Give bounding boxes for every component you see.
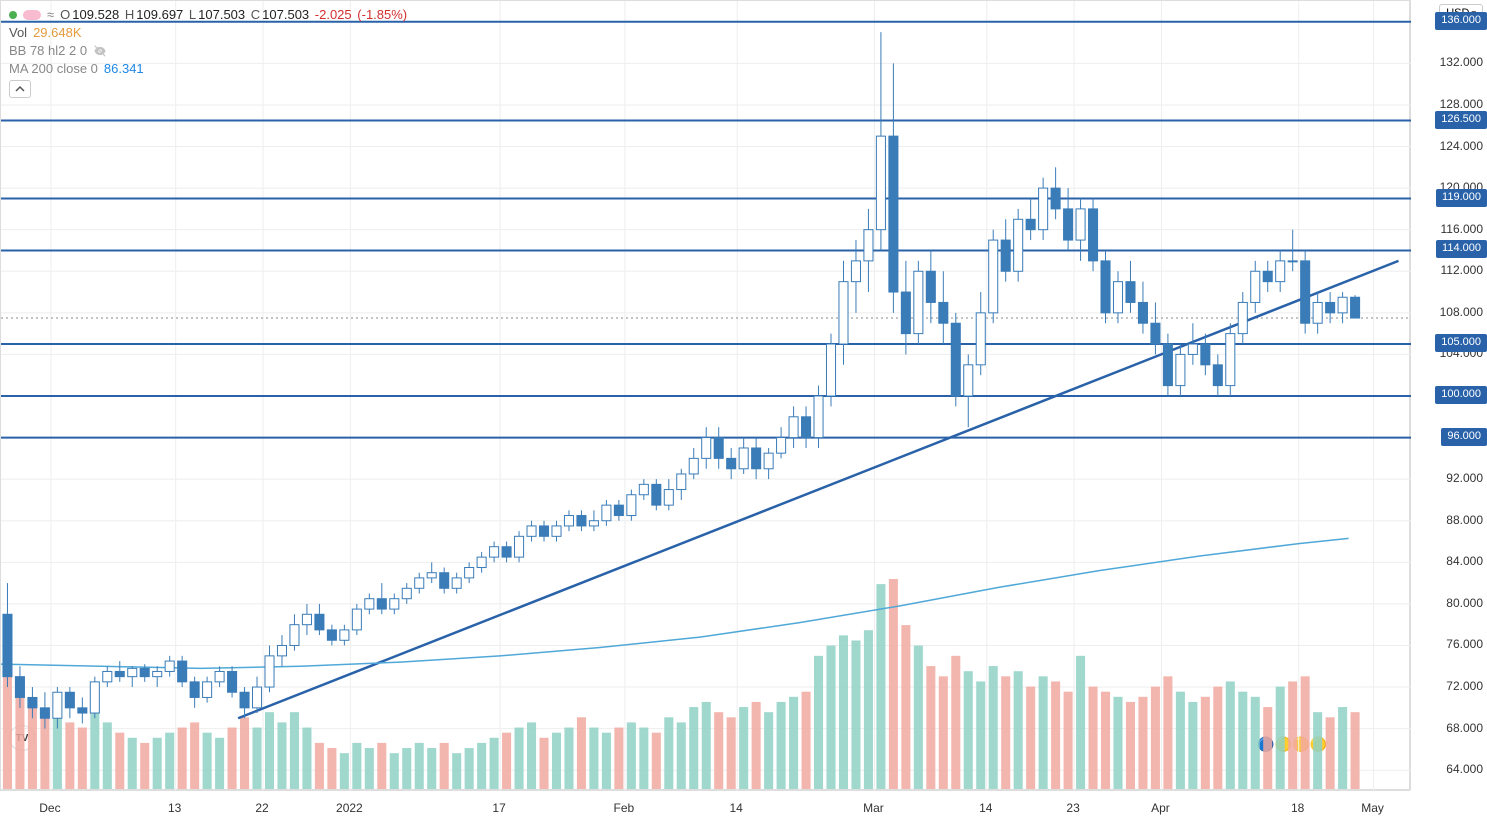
time-axis[interactable]: Dec 13 22 2022 17 Feb 14 Mar 14 23 Apr 18 May <box>0 790 1410 823</box>
hz-level-label[interactable]: 119.000 <box>1436 189 1487 207</box>
price-tick: 64.000 <box>1446 762 1483 776</box>
time-tick: 13 <box>168 801 181 815</box>
time-tick: 23 <box>1066 801 1079 815</box>
visibility-off-icon[interactable] <box>93 44 107 58</box>
price-tick: 108.000 <box>1440 305 1483 319</box>
ohlc-readout: O109.528 H109.697 L107.503 C107.503 -2.0… <box>60 7 409 22</box>
time-tick: 17 <box>492 801 505 815</box>
price-tick: 76.000 <box>1446 637 1483 651</box>
price-axis[interactable]: USD▾ 64.00068.00072.00076.00080.00084.00… <box>1410 0 1487 790</box>
price-tick: 84.000 <box>1446 554 1483 568</box>
price-tick: 132.000 <box>1440 55 1483 69</box>
hz-level-label[interactable]: 114.000 <box>1436 240 1487 258</box>
hz-level-label[interactable]: 100.000 <box>1435 386 1487 404</box>
price-tick: 112.000 <box>1441 263 1484 277</box>
time-tick: Mar <box>863 801 884 815</box>
price-tick: 88.000 <box>1446 513 1483 527</box>
approx-icon: ≈ <box>47 7 54 22</box>
time-tick: May <box>1361 801 1384 815</box>
time-tick: 2022 <box>336 801 363 815</box>
time-tick: 14 <box>979 801 992 815</box>
price-tick: 128.000 <box>1440 97 1483 111</box>
hz-level-label[interactable]: 126.500 <box>1435 111 1487 129</box>
hz-level-label[interactable]: 96.000 <box>1441 428 1487 446</box>
symbol-pill-icon <box>23 10 41 20</box>
chart-svg <box>1 1 1411 791</box>
time-tick: Dec <box>39 801 60 815</box>
bb-indicator-row: BB 78 hl2 2 0 <box>9 43 409 58</box>
collapse-legend-button[interactable] <box>9 80 31 98</box>
volume-readout: Vol 29.648K <box>9 25 409 40</box>
chart-area[interactable]: ≈ O109.528 H109.697 L107.503 C107.503 -2… <box>0 0 1410 790</box>
price-tick: 80.000 <box>1446 596 1483 610</box>
chevron-up-icon <box>15 84 25 94</box>
hz-level-label[interactable]: 105.000 <box>1435 334 1487 352</box>
price-tick: 72.000 <box>1446 679 1483 693</box>
price-tick: 68.000 <box>1446 721 1483 735</box>
time-tick: 18 <box>1291 801 1304 815</box>
price-tick: 116.000 <box>1441 222 1484 236</box>
ma-indicator-row: MA 200 close 0 86.341 <box>9 61 409 76</box>
status-dot-icon <box>9 11 17 19</box>
time-tick: Apr <box>1151 801 1170 815</box>
time-tick: 14 <box>730 801 743 815</box>
time-tick: Feb <box>614 801 635 815</box>
price-tick: 124.000 <box>1440 139 1483 153</box>
time-tick: 22 <box>255 801 268 815</box>
hz-level-label[interactable]: 136.000 <box>1435 12 1487 30</box>
chart-header: ≈ O109.528 H109.697 L107.503 C107.503 -2… <box>9 7 409 98</box>
price-tick: 92.000 <box>1446 471 1483 485</box>
